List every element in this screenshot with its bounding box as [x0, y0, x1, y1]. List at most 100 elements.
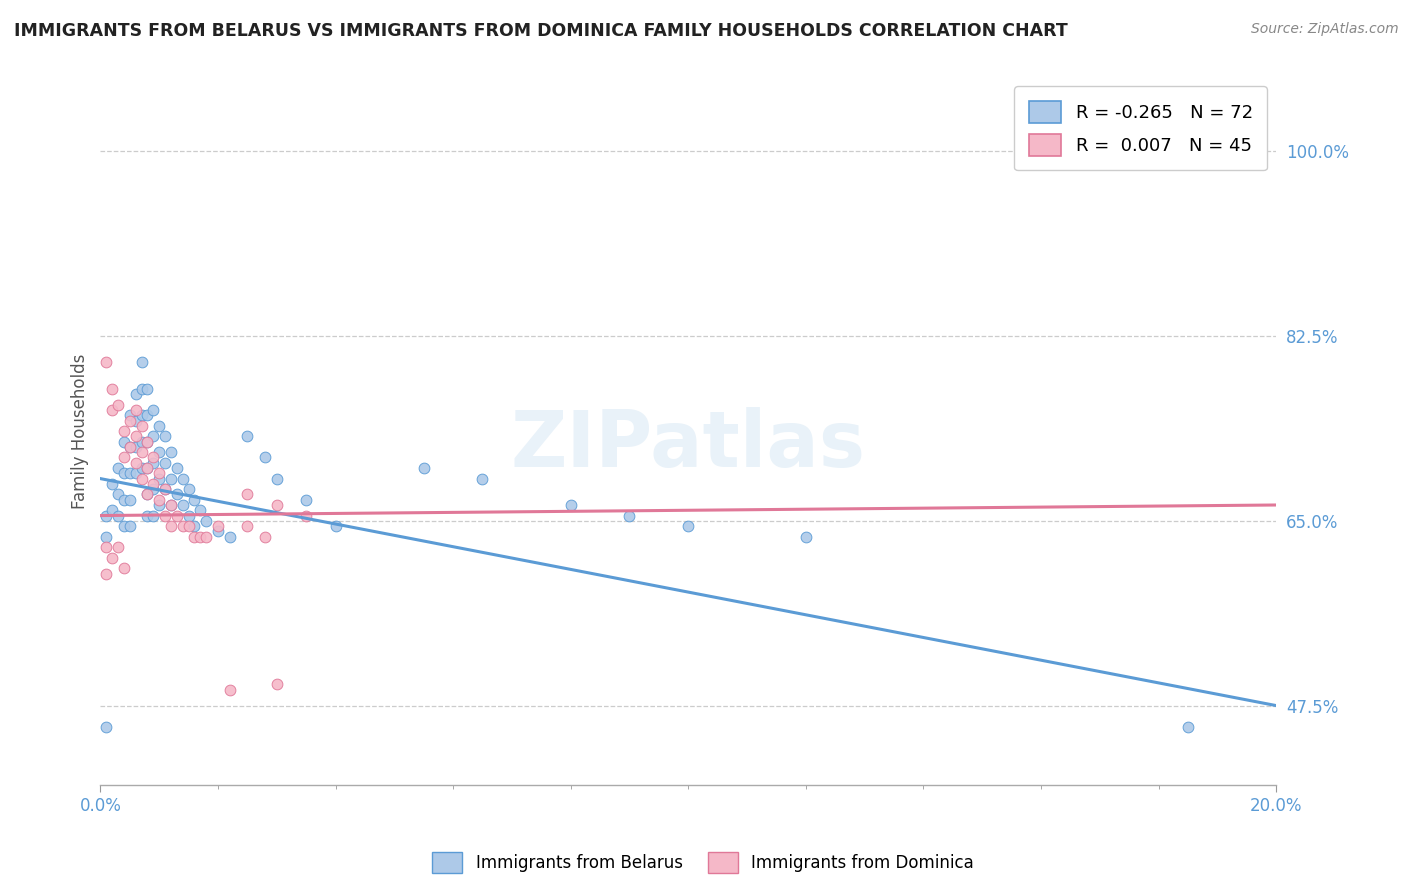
Point	[142, 403, 165, 417]
Point	[124, 413, 146, 427]
Point	[188, 503, 211, 517]
Point	[112, 492, 135, 507]
Point	[266, 472, 288, 486]
Point	[177, 508, 200, 523]
Point	[1206, 804, 1229, 818]
Y-axis label: Family Households: Family Households	[72, 353, 89, 508]
Point	[136, 409, 159, 423]
Point	[148, 418, 170, 433]
Point	[136, 487, 159, 501]
Point	[295, 508, 318, 523]
Point	[560, 498, 582, 512]
Point	[118, 492, 141, 507]
Point	[124, 403, 146, 417]
Point	[124, 456, 146, 470]
Point	[96, 508, 118, 523]
Point	[1177, 720, 1199, 734]
Text: Source: ZipAtlas.com: Source: ZipAtlas.com	[1251, 22, 1399, 37]
Point	[160, 519, 183, 533]
Point	[118, 519, 141, 533]
Point	[619, 508, 641, 523]
Point	[153, 429, 176, 443]
Point	[118, 440, 141, 454]
Point	[218, 530, 240, 544]
Point	[207, 524, 229, 539]
Point	[153, 508, 176, 523]
Point	[136, 382, 159, 396]
Point	[183, 492, 205, 507]
Point	[325, 519, 347, 533]
Point	[131, 472, 153, 486]
Point	[112, 450, 135, 465]
Point	[471, 472, 494, 486]
Point	[112, 434, 135, 449]
Point	[124, 440, 146, 454]
Point	[118, 409, 141, 423]
Point	[136, 461, 159, 475]
Point	[148, 445, 170, 459]
Point	[253, 450, 276, 465]
Legend: Immigrants from Belarus, Immigrants from Dominica: Immigrants from Belarus, Immigrants from…	[426, 846, 980, 880]
Point	[172, 498, 194, 512]
Point	[131, 434, 153, 449]
Point	[166, 508, 188, 523]
Point	[412, 461, 434, 475]
Text: ZIPatlas: ZIPatlas	[510, 408, 866, 483]
Point	[295, 492, 318, 507]
Point	[124, 387, 146, 401]
Point	[107, 398, 129, 412]
Point	[172, 472, 194, 486]
Point	[236, 429, 259, 443]
Point	[124, 467, 146, 481]
Point	[107, 461, 129, 475]
Point	[101, 476, 124, 491]
Point	[160, 445, 183, 459]
Point	[160, 498, 183, 512]
Point	[96, 530, 118, 544]
Point	[142, 450, 165, 465]
Point	[136, 487, 159, 501]
Point	[142, 482, 165, 496]
Point	[136, 461, 159, 475]
Point	[112, 467, 135, 481]
Point	[177, 519, 200, 533]
Legend: R = -0.265   N = 72, R =  0.007   N = 45: R = -0.265 N = 72, R = 0.007 N = 45	[1014, 87, 1267, 170]
Point	[218, 682, 240, 697]
Point	[172, 519, 194, 533]
Point	[96, 720, 118, 734]
Point	[676, 519, 699, 533]
Point	[160, 472, 183, 486]
Point	[195, 514, 218, 528]
Point	[266, 498, 288, 512]
Point	[96, 566, 118, 581]
Point	[166, 487, 188, 501]
Point	[166, 461, 188, 475]
Point	[160, 498, 183, 512]
Point	[96, 355, 118, 369]
Point	[101, 550, 124, 565]
Point	[101, 503, 124, 517]
Point	[153, 456, 176, 470]
Point	[183, 519, 205, 533]
Point	[107, 487, 129, 501]
Point	[131, 445, 153, 459]
Point	[142, 508, 165, 523]
Point	[207, 519, 229, 533]
Point	[131, 418, 153, 433]
Point	[136, 434, 159, 449]
Point	[136, 508, 159, 523]
Point	[153, 482, 176, 496]
Point	[148, 492, 170, 507]
Point	[101, 403, 124, 417]
Point	[124, 429, 146, 443]
Point	[118, 467, 141, 481]
Point	[142, 429, 165, 443]
Point	[131, 382, 153, 396]
Point	[136, 434, 159, 449]
Point	[148, 467, 170, 481]
Point	[96, 540, 118, 554]
Point	[794, 530, 817, 544]
Point	[131, 461, 153, 475]
Point	[236, 487, 259, 501]
Point	[112, 561, 135, 575]
